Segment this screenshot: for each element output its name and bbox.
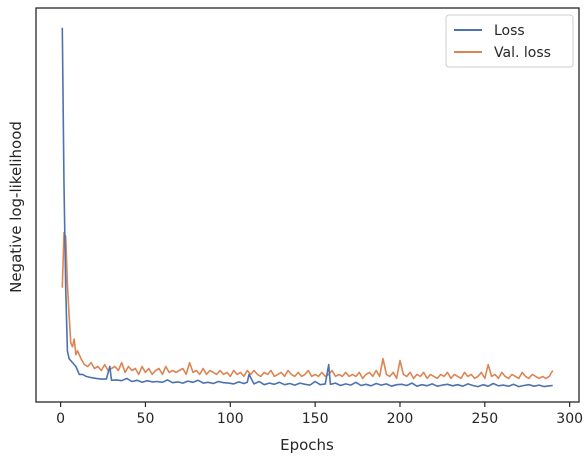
x-tick-label: 100 bbox=[217, 411, 244, 427]
x-tick-label: 250 bbox=[471, 411, 498, 427]
y-axis-label: Negative log-likelihood bbox=[7, 121, 25, 293]
x-tick-label: 300 bbox=[556, 411, 583, 427]
legend-box bbox=[445, 14, 574, 68]
x-tick-label: 200 bbox=[387, 411, 414, 427]
legend-label-val-loss: Val. loss bbox=[494, 45, 551, 61]
x-tick-label: 0 bbox=[56, 411, 65, 427]
x-tick-label: 50 bbox=[137, 411, 155, 427]
legend: Loss Val. loss bbox=[445, 14, 574, 68]
series-line-loss bbox=[61, 27, 553, 388]
plot-background bbox=[36, 8, 579, 402]
plot-frame bbox=[35, 7, 580, 403]
x-tick-label: 150 bbox=[302, 411, 329, 427]
series-layer bbox=[61, 27, 554, 388]
x-ticks: 0 50 100 150 200 250 300 bbox=[56, 402, 583, 427]
x-axis-label: Epochs bbox=[280, 436, 334, 454]
legend-label-loss: Loss bbox=[494, 23, 525, 39]
series-line-val-loss bbox=[61, 231, 554, 380]
